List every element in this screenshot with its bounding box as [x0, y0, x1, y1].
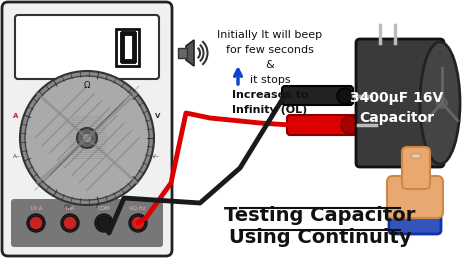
Text: for few seconds: for few seconds [226, 45, 314, 55]
Circle shape [131, 216, 145, 230]
Text: it stops: it stops [250, 75, 290, 85]
Text: Hz: Hz [63, 204, 71, 209]
FancyBboxPatch shape [402, 147, 430, 189]
Text: &: & [265, 60, 274, 70]
Circle shape [25, 76, 149, 200]
Text: V: V [155, 113, 160, 119]
Text: 10 A: 10 A [30, 206, 42, 211]
Text: F: F [95, 204, 99, 209]
Polygon shape [186, 40, 194, 66]
Text: Initially It will beep: Initially It will beep [218, 30, 323, 40]
Text: Ω: Ω [84, 82, 90, 91]
FancyBboxPatch shape [387, 176, 443, 218]
Circle shape [129, 214, 147, 232]
Circle shape [27, 214, 45, 232]
FancyBboxPatch shape [287, 115, 358, 135]
Text: Testing Capacitor: Testing Capacitor [224, 206, 416, 225]
FancyBboxPatch shape [15, 15, 159, 79]
Circle shape [341, 116, 359, 134]
Text: A: A [13, 113, 18, 119]
Text: A~: A~ [13, 154, 21, 159]
Polygon shape [178, 48, 187, 58]
Circle shape [20, 71, 154, 205]
FancyBboxPatch shape [356, 39, 444, 167]
Circle shape [63, 216, 77, 230]
Circle shape [95, 214, 113, 232]
FancyBboxPatch shape [389, 206, 441, 234]
Ellipse shape [411, 154, 421, 158]
Text: mA: mA [65, 206, 74, 211]
Circle shape [29, 216, 43, 230]
Text: 3400μF 16V: 3400μF 16V [350, 91, 444, 105]
FancyBboxPatch shape [282, 86, 353, 105]
Circle shape [97, 216, 111, 230]
Text: COM: COM [98, 206, 110, 211]
FancyBboxPatch shape [117, 28, 139, 66]
Text: V~: V~ [152, 154, 160, 159]
Circle shape [337, 88, 353, 104]
Circle shape [77, 128, 97, 148]
Text: Increases to: Increases to [232, 90, 308, 100]
Circle shape [437, 98, 447, 108]
Text: Infinity (OL): Infinity (OL) [232, 105, 308, 115]
Ellipse shape [420, 42, 460, 164]
Text: Using Continuity: Using Continuity [228, 228, 411, 247]
FancyBboxPatch shape [2, 2, 172, 256]
Text: Capacitor: Capacitor [359, 111, 435, 125]
Text: V.Ω.Hz: V.Ω.Hz [129, 206, 147, 211]
Circle shape [82, 133, 92, 143]
FancyBboxPatch shape [11, 199, 163, 247]
Circle shape [61, 214, 79, 232]
